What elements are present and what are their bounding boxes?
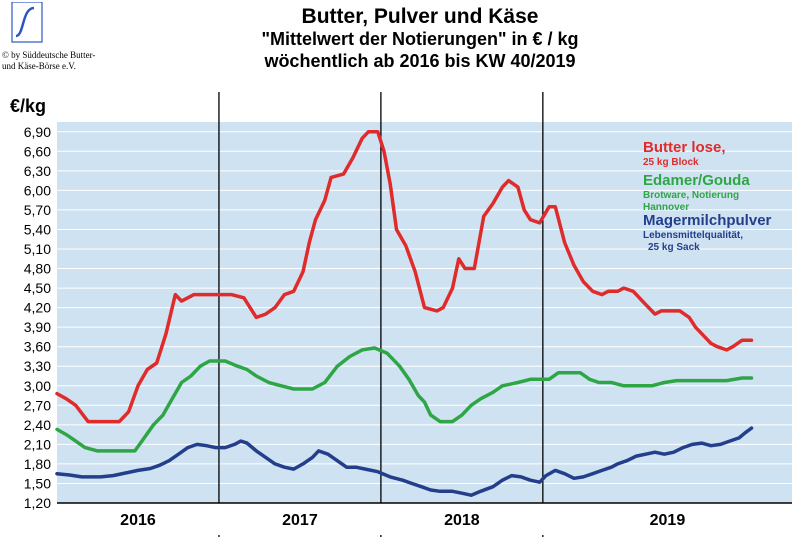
y-axis-ticks: 1,20 1,50 1,80 2,10 2,40 2,70 3,00 3,30 3,60 3,90… (24, 124, 51, 511)
y-tick-label: 4,50 (24, 280, 51, 296)
copyright-line-1: © by Süddeutsche Butter- (2, 50, 96, 60)
series-line-edamer (55, 346, 754, 453)
legend-edamer-subname: Brotware, Notierung (643, 190, 739, 201)
y-tick-label: 1,80 (24, 456, 51, 472)
y-tick-label: 6,60 (24, 143, 51, 159)
year-label-2016: 2016 (120, 512, 156, 529)
series-lines (55, 130, 754, 497)
chart-subtitle-period: wöchentlich ab 2016 bis KW 40/2019 (264, 51, 576, 71)
y-tick-label: 3,30 (24, 358, 51, 374)
year-label-2017: 2017 (282, 512, 318, 529)
legend-magermilch-subname2: 25 kg Sack (648, 242, 700, 253)
y-tick-label: 1,50 (24, 475, 51, 491)
y-tick-label: 5,10 (24, 241, 51, 257)
year-label-2019: 2019 (650, 512, 686, 529)
legend-edamer-subname2: Hannover (643, 202, 689, 213)
y-tick-label: 2,70 (24, 397, 51, 413)
y-tick-label: 2,10 (24, 436, 51, 452)
series-line-magermilch (55, 426, 754, 497)
y-tick-label: 5,70 (24, 202, 51, 218)
y-tick-label: 3,90 (24, 319, 51, 335)
y-tick-label: 6,30 (24, 163, 51, 179)
year-label-2018: 2018 (444, 512, 480, 529)
boerse-logo-icon (6, 1, 46, 51)
chart-subtitle: "Mittelwert der Notierungen" in € / kg (261, 29, 579, 49)
chart-title: Butter, Pulver und Käse (301, 5, 539, 28)
y-tick-label: 1,20 (24, 495, 51, 511)
y-tick-label: 2,40 (24, 417, 51, 433)
year-labels: 2016 2017 2018 2019 (120, 512, 685, 529)
legend: Butter lose,25 kg Block Edamer/GoudaBrotw… (643, 139, 772, 253)
legend-butter-subname: 25 kg Block (643, 157, 699, 168)
chart-title-block: Butter, Pulver und Käse "Mittelwert der … (170, 6, 670, 72)
year-dividers (218, 92, 544, 537)
year-label-band (57, 503, 792, 535)
copyright-note: © by Süddeutsche Butter- und Käse-Börse … (2, 50, 95, 72)
legend-edamer-name: Edamer/Gouda (643, 172, 750, 189)
y-tick-label: 3,00 (24, 378, 51, 394)
y-tick-label: 6,00 (24, 182, 51, 198)
y-tick-label: 5,40 (24, 221, 51, 237)
y-tick-label: 3,60 (24, 339, 51, 355)
legend-butter-name: Butter lose, (643, 139, 726, 156)
y-tick-label: 6,90 (24, 124, 51, 140)
legend-magermilch-subname: Lebensmittelqualität, (643, 230, 743, 241)
series-line-butter (55, 130, 754, 424)
copyright-line-2: und Käse-Börse e.V. (2, 61, 76, 71)
y-tick-label: 4,20 (24, 300, 51, 316)
y-tick-label: 4,80 (24, 261, 51, 277)
y-axis-title: €/kg (10, 96, 46, 116)
legend-magermilch-name: Magermilchpulver (643, 212, 772, 229)
